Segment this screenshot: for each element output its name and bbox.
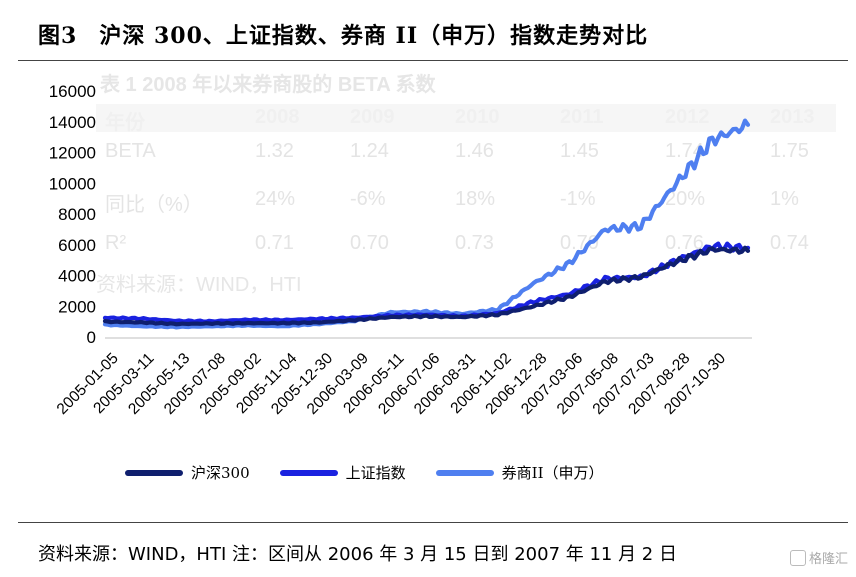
background-table-cell: BETA	[105, 140, 156, 162]
background-table-cell: 24%	[255, 188, 296, 210]
background-table-cell: 年份	[105, 112, 145, 134]
background-table-cell: 18%	[455, 188, 496, 210]
background-table-cell: 0.71	[255, 232, 294, 254]
y-tick-label: 16000	[49, 82, 96, 101]
background-table-cell: 2011	[560, 106, 604, 128]
background-table-cell: 2010	[455, 106, 500, 128]
background-table-cell: 同比（%）	[105, 194, 203, 216]
background-table-header-bar	[96, 104, 836, 132]
background-table-cell: 2012	[665, 106, 710, 128]
watermark-text: 格隆汇	[808, 551, 848, 566]
legend-swatch-sse	[279, 469, 338, 476]
background-table-cell: 1.74	[665, 140, 704, 162]
legend-item-sse: 上证指数	[279, 462, 406, 483]
background-table-cell: 1.75	[770, 140, 809, 162]
background-table-caption: 表 1 2008 年以来券商股的 BETA 系数	[100, 74, 436, 96]
background-table-cell: 2013	[770, 106, 815, 128]
background-table-cell: 1.45	[560, 140, 599, 162]
background-table-cell: 0.70	[560, 232, 599, 254]
background-table-cell: 0.70	[350, 232, 389, 254]
source-note: 资料来源：WIND，HTI 注：区间从 2006 年 3 月 15 日到 200…	[38, 544, 677, 565]
background-table-cell: 0.76	[665, 232, 704, 254]
background-table-cell: 2009	[350, 106, 395, 128]
series-line	[102, 118, 751, 330]
y-tick-label: 10000	[49, 174, 96, 193]
figure-title-text: 沪深 300、上证指数、券商 II（申万）指数走势对比	[99, 23, 649, 49]
legend-label-sse: 上证指数	[345, 464, 406, 482]
background-table-cell: 0.73	[455, 232, 494, 254]
background-table-cell: 1.46	[455, 140, 494, 162]
legend-swatch-hs300	[125, 469, 183, 476]
series-line	[102, 245, 751, 327]
background-table-cell: R²	[105, 232, 127, 254]
line-chart: 0 2000 4000 6000 8000 10000 12000 14000 16000 200…	[49, 82, 752, 418]
legend-swatch-brokers	[435, 469, 494, 476]
background-table-cell: 1.32	[255, 140, 294, 162]
legend-label-brokers: 券商II（申万）	[501, 464, 604, 482]
background-table-cell: 1.24	[350, 140, 389, 162]
legend-label-hs300: 沪深300	[191, 464, 250, 482]
y-tick-label: 14000	[49, 113, 96, 132]
legend-item-hs300: 沪深300	[125, 462, 250, 483]
background-table-cell: 20%	[665, 188, 706, 210]
y-tick-label: 6000	[58, 236, 96, 255]
figure-label: 图3	[38, 23, 78, 49]
background-table-cell: 0.74	[770, 232, 809, 254]
watermark: 格隆汇	[789, 548, 848, 567]
top-rule	[18, 60, 848, 61]
background-table-cell: 2008	[255, 106, 300, 128]
background-table-cell: -1%	[560, 188, 596, 210]
chart-legend: 沪深300 上证指数 券商II（申万）	[125, 462, 634, 483]
background-table-cell: 1%	[770, 188, 799, 210]
background-table-cell: -6%	[350, 188, 386, 210]
y-tick-label: 8000	[58, 205, 96, 224]
figure-title: 图3 沪深 300、上证指数、券商 II（申万）指数走势对比	[38, 18, 648, 50]
y-tick-label: 4000	[58, 267, 96, 286]
y-tick-label: 12000	[49, 144, 96, 163]
y-tick-label: 0	[87, 328, 96, 347]
background-table-source: 资料来源：WIND，HTI	[96, 274, 302, 296]
legend-item-brokers: 券商II（申万）	[435, 462, 604, 483]
bottom-rule	[18, 522, 848, 523]
y-tick-label: 2000	[58, 297, 96, 316]
watermark-logo-icon	[789, 549, 806, 566]
